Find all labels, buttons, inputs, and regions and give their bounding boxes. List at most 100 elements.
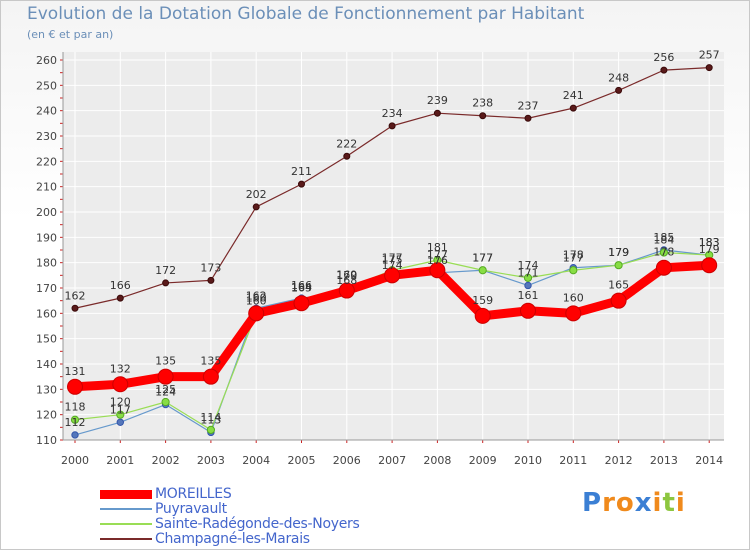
y-tick-label: 130 [36, 383, 57, 396]
y-tick-label: 230 [36, 130, 57, 143]
y-tick-label: 160 [36, 307, 57, 320]
y-tick-label: 150 [36, 333, 57, 346]
x-tick-label: 2008 [423, 454, 451, 467]
legend-label-sainte-radegonde: Sainte-Radégonde-des-Noyers [155, 516, 360, 532]
data-point-champagne [116, 294, 124, 302]
data-point-moreilles [655, 259, 672, 276]
data-point-puyravault [116, 418, 125, 426]
y-tick-label: 200 [36, 206, 57, 219]
y-tick-label: 260 [36, 54, 57, 67]
data-point-moreilles [202, 368, 219, 385]
y-tick-label: 120 [36, 409, 57, 422]
data-label-sainte-radegonde: 179 [608, 246, 629, 259]
data-label-champagne: 211 [291, 165, 312, 178]
data-label-champagne: 162 [65, 289, 86, 302]
data-label-sainte-radegonde: 177 [382, 251, 403, 264]
logo-letter: x [634, 488, 653, 518]
data-point-sainte-radegonde [523, 273, 533, 282]
x-tick-label: 2005 [288, 454, 316, 467]
data-point-sainte-radegonde [116, 410, 125, 419]
legend-label-champagne: Champagné-les-Marais [155, 531, 310, 547]
data-label-moreilles: 161 [518, 289, 539, 302]
data-label-champagne: 222 [336, 137, 357, 150]
data-label-puyravault: 112 [65, 416, 86, 429]
x-tick-label: 2009 [469, 454, 497, 467]
data-label-moreilles: 178 [653, 246, 674, 259]
data-label-champagne: 239 [427, 94, 448, 107]
data-label-sainte-radegonde: 125 [155, 383, 176, 396]
data-point-moreilles [293, 295, 310, 312]
y-tick-label: 190 [36, 231, 57, 244]
data-point-moreilles [248, 305, 265, 322]
data-point-moreilles [429, 262, 446, 279]
data-point-champagne [207, 276, 215, 284]
y-tick-label: 210 [36, 181, 57, 194]
data-point-champagne [71, 304, 79, 312]
data-point-sainte-radegonde [161, 397, 170, 407]
logo-letter: i [652, 488, 663, 518]
data-label-puyravault: 185 [653, 231, 674, 244]
legend-label-moreilles: MOREILLES [155, 486, 232, 502]
x-tick-label: 2001 [106, 454, 134, 467]
data-point-sainte-radegonde [478, 266, 487, 275]
data-point-moreilles [112, 376, 129, 393]
data-point-sainte-radegonde [569, 266, 578, 275]
x-tick-label: 2011 [559, 454, 587, 467]
data-label-moreilles: 165 [608, 279, 629, 292]
data-label-champagne: 202 [246, 188, 267, 201]
y-tick-label: 250 [36, 79, 57, 92]
data-point-moreilles [67, 378, 83, 395]
data-label-sainte-radegonde: 114 [200, 411, 221, 424]
data-label-sainte-radegonde: 165 [291, 282, 312, 295]
data-point-puyravault [71, 431, 79, 439]
data-point-champagne [705, 64, 713, 72]
data-point-champagne [433, 109, 441, 117]
y-tick-label: 110 [36, 434, 57, 447]
logo-letter: P [582, 488, 603, 518]
legend-item-champagne: Champagné-les-Marais [100, 531, 310, 547]
x-tick-label: 2004 [242, 454, 270, 467]
data-label-sainte-radegonde: 118 [65, 401, 86, 414]
data-label-sainte-radegonde: 160 [246, 294, 267, 307]
data-label-sainte-radegonde: 183 [699, 236, 720, 249]
legend-item-puyravault: Puyravault [100, 501, 227, 517]
data-point-champagne [252, 203, 260, 211]
legend-label-puyravault: Puyravault [155, 501, 227, 517]
x-tick-label: 2010 [514, 454, 542, 467]
x-tick-label: 2012 [605, 454, 633, 467]
data-point-sainte-radegonde [70, 415, 80, 424]
x-tick-label: 2000 [61, 454, 89, 467]
data-label-puyravault: 176 [427, 254, 448, 267]
legend-swatch-sainte-radegonde [100, 523, 152, 525]
data-label-moreilles: 177 [427, 248, 448, 261]
data-label-sainte-radegonde: 174 [518, 259, 539, 272]
x-tick-label: 2003 [197, 454, 225, 467]
data-point-champagne [388, 122, 396, 130]
data-label-moreilles: 169 [336, 269, 357, 282]
data-label-puyravault: 183 [699, 236, 720, 249]
data-label-champagne: 248 [608, 71, 629, 84]
data-point-moreilles [157, 368, 174, 385]
data-point-champagne [524, 114, 532, 122]
chart-title: Evolution de la Dotation Globale de Fonc… [27, 4, 585, 24]
data-label-sainte-radegonde: 177 [563, 251, 584, 264]
x-tick-label: 2006 [333, 454, 361, 467]
data-point-moreilles [610, 292, 627, 309]
data-label-moreilles: 135 [200, 355, 221, 368]
data-point-moreilles [565, 305, 582, 322]
y-tick-label: 180 [36, 257, 57, 270]
data-label-moreilles: 160 [563, 291, 584, 304]
data-point-moreilles [520, 302, 536, 319]
data-label-champagne: 172 [155, 264, 176, 277]
data-label-champagne: 238 [472, 97, 493, 110]
y-tick-label: 170 [36, 282, 57, 295]
data-point-moreilles [701, 257, 718, 274]
data-label-moreilles: 132 [110, 362, 131, 375]
data-point-champagne [298, 180, 305, 188]
logo-letter: i [675, 488, 686, 518]
data-point-champagne [479, 112, 487, 120]
data-point-moreilles [474, 307, 491, 324]
data-point-moreilles [384, 267, 401, 284]
logo-letter: o [615, 488, 635, 518]
